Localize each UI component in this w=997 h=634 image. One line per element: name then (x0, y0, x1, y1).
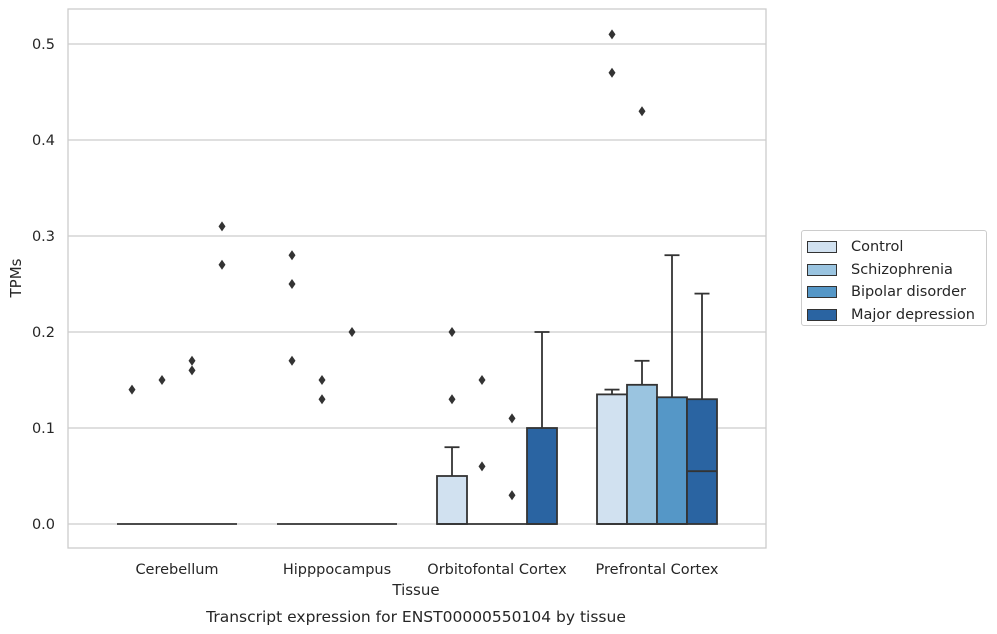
legend-swatch (807, 286, 837, 299)
outlier-point (318, 375, 326, 385)
y-tick-label: 0.4 (32, 133, 55, 149)
y-tick-label: 0.3 (32, 229, 55, 245)
x-tick-label: Prefrontal Cortex (596, 562, 719, 578)
box-bipolar-disorder-1 (337, 327, 367, 525)
y-axis-label: TPMs (7, 258, 25, 298)
outlier-point (478, 375, 486, 385)
box-major-depression-3 (686, 292, 718, 525)
outlier-point (608, 67, 616, 78)
legend-swatch (807, 308, 837, 321)
x-tick-label: Cerebellum (135, 562, 218, 578)
box-rect (596, 393, 628, 525)
box-rect (656, 396, 688, 525)
outlier-point (508, 490, 516, 501)
chart-caption: Transcript expression for ENST0000055010… (205, 608, 626, 626)
legend-item-bipolar-disorder: Bipolar disorder (807, 281, 986, 304)
box-schizophrenia-3 (626, 106, 658, 525)
y-tick-label: 0.0 (32, 517, 55, 533)
chart-legend: Control Schizophrenia Bipolar disorder M… (801, 230, 987, 326)
legend-label: Major depression (851, 306, 975, 323)
outlier-point (348, 327, 356, 337)
box-rect (626, 383, 658, 525)
box-bipolar-disorder-3 (656, 254, 688, 525)
y-tick-label: 0.1 (32, 421, 55, 437)
outlier-point (188, 355, 196, 366)
outlier-point (318, 394, 326, 405)
y-tick-label: 0.2 (32, 325, 55, 341)
legend-item-schizophrenia: Schizophrenia (807, 259, 986, 282)
plot-area-frame (67, 8, 767, 549)
legend-item-major-depression: Major depression (807, 304, 986, 327)
y-tick-label: 0.5 (32, 37, 55, 53)
legend-label: Bipolar disorder (851, 284, 966, 301)
outlier-point (608, 29, 616, 40)
box-schizophrenia-1 (307, 375, 337, 525)
legend-swatch (807, 241, 837, 254)
outlier-point (448, 394, 456, 405)
x-tick-label: Hipppocampus (283, 562, 391, 578)
box-control-1 (277, 250, 307, 525)
outlier-point (448, 327, 456, 337)
x-axis-label: Tissue (391, 581, 439, 599)
box-control-2 (436, 327, 468, 525)
x-tick-label: Orbitofontal Cortex (427, 562, 567, 578)
outlier-point (218, 259, 226, 270)
outlier-point (288, 250, 296, 261)
legend-label: Schizophrenia (851, 261, 953, 278)
outlier-point (508, 413, 516, 424)
outlier-point (638, 106, 646, 117)
box-control-3 (596, 29, 628, 525)
y-tick-labels: 0.0 0.1 0.2 0.3 0.4 0.5 (32, 37, 55, 533)
box-bipolar-disorder-2 (497, 413, 527, 525)
x-tick-labels: Cerebellum Hipppocampus Orbitofontal Corte… (135, 562, 718, 578)
box-rect (686, 398, 718, 525)
box-control-0 (117, 384, 147, 525)
legend-label: Control (851, 239, 904, 256)
outlier-point (218, 221, 226, 232)
outlier-point (128, 384, 136, 395)
legend-swatch (807, 263, 837, 276)
outlier-point (288, 355, 296, 366)
box-series (117, 29, 718, 525)
box-rect (436, 475, 468, 525)
box-bipolar-disorder-0 (177, 355, 207, 525)
outlier-point (478, 461, 486, 472)
box-major-depression-0 (207, 221, 237, 525)
box-rect (526, 427, 558, 525)
outlier-point (288, 279, 296, 289)
legend-item-control: Control (807, 236, 986, 259)
box-schizophrenia-0 (147, 375, 177, 525)
outlier-point (188, 365, 196, 376)
box-major-depression-2 (526, 331, 558, 525)
outlier-point (158, 375, 166, 385)
box-schizophrenia-2 (467, 375, 497, 525)
